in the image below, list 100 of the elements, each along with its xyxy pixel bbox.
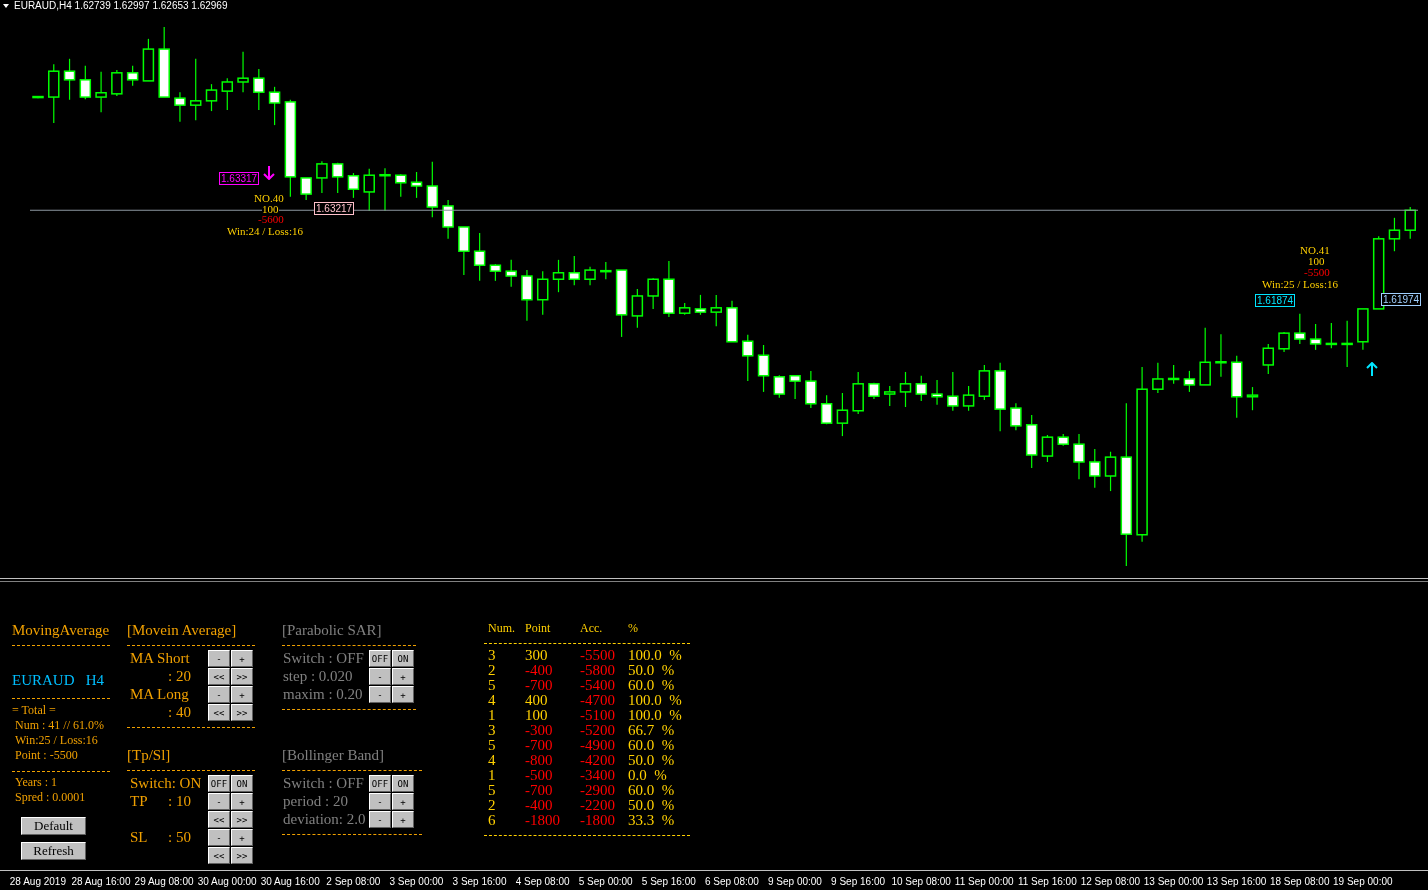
text: 0.0 % bbox=[628, 767, 667, 783]
text: 5 bbox=[488, 737, 496, 753]
text: + bbox=[231, 793, 253, 810]
annotation: -5600 bbox=[258, 213, 284, 225]
candlestick bbox=[789, 374, 801, 400]
text: -700 bbox=[525, 737, 553, 753]
candlestick bbox=[915, 375, 928, 402]
text: 100.0 % bbox=[628, 692, 682, 708]
text: Switch : OFF bbox=[283, 775, 364, 791]
text: [Parabolic SAR] bbox=[282, 622, 382, 638]
text: Switch: ON bbox=[130, 775, 202, 791]
candlestick bbox=[710, 294, 722, 327]
candlestick bbox=[237, 51, 249, 93]
text: -5800 bbox=[580, 662, 615, 678]
candlestick bbox=[899, 371, 912, 408]
text: 33.3 % bbox=[628, 812, 675, 828]
text: << bbox=[208, 704, 230, 721]
x-tick-label: 11 Sep 16:00 bbox=[1017, 876, 1078, 887]
text: - bbox=[369, 686, 391, 703]
text: 100.0 % bbox=[628, 707, 682, 723]
text: -5400 bbox=[580, 677, 615, 693]
candlestick bbox=[363, 168, 375, 212]
candlestick bbox=[820, 394, 833, 425]
text: 50.0 % bbox=[628, 752, 675, 768]
text: Spred : 0.0001 bbox=[15, 789, 86, 805]
text: -4200 bbox=[580, 752, 615, 768]
text: 1 bbox=[488, 767, 496, 783]
text: >> bbox=[231, 811, 253, 828]
text: 2 bbox=[488, 662, 496, 678]
text: + bbox=[392, 811, 414, 828]
candlestick bbox=[316, 160, 328, 194]
text: + bbox=[392, 686, 414, 703]
candlestick bbox=[694, 294, 707, 316]
text: ON bbox=[392, 775, 414, 792]
text: step : 0.020 bbox=[283, 668, 353, 684]
text: -400 bbox=[525, 797, 553, 813]
x-tick-label: 30 Aug 00:00 bbox=[197, 876, 258, 887]
text: ON bbox=[392, 650, 414, 667]
text: << bbox=[208, 847, 230, 864]
text: [Tp/Sl] bbox=[127, 747, 171, 763]
candlestick bbox=[331, 162, 344, 194]
text: 3 bbox=[488, 647, 496, 663]
annotation: Win:25 / Loss:16 bbox=[1262, 278, 1338, 290]
candlestick bbox=[1073, 433, 1085, 480]
candlestick bbox=[568, 255, 581, 286]
annotation: -5500 bbox=[1304, 266, 1330, 278]
candlestick bbox=[473, 232, 486, 282]
text: : 50 bbox=[168, 829, 191, 845]
text: 3 bbox=[488, 722, 496, 738]
candlestick bbox=[1262, 343, 1275, 375]
text: >> bbox=[231, 847, 253, 864]
text: -300 bbox=[525, 722, 553, 738]
text: Num. bbox=[488, 621, 515, 636]
text: -800 bbox=[525, 752, 553, 768]
candlestick bbox=[300, 177, 312, 201]
text: - bbox=[208, 829, 230, 846]
chart-title: EURAUD,H4 1.62739 1.62997 1.62653 1.62969 bbox=[14, 0, 228, 11]
text: ON bbox=[231, 775, 253, 792]
text: 300 bbox=[525, 647, 548, 663]
candlestick bbox=[126, 65, 139, 87]
text: 50.0 % bbox=[628, 662, 675, 678]
text: 5 bbox=[488, 782, 496, 798]
annotation: Win:24 / Loss:16 bbox=[227, 225, 303, 237]
candlestick bbox=[836, 392, 849, 437]
text: -4900 bbox=[580, 737, 615, 753]
text: TP bbox=[130, 793, 148, 809]
x-tick-label: 29 Aug 08:00 bbox=[134, 876, 194, 887]
annotation: 1.63217 bbox=[314, 202, 355, 215]
text: 4 bbox=[488, 752, 496, 768]
candlestick bbox=[1309, 323, 1322, 351]
text: -4700 bbox=[580, 692, 615, 708]
x-tick-label: 6 Sep 08:00 bbox=[704, 876, 760, 887]
text: MovingAverage bbox=[12, 622, 110, 639]
candlestick bbox=[253, 68, 265, 111]
candlestick bbox=[1152, 362, 1164, 394]
candlestick bbox=[410, 171, 423, 199]
candlestick bbox=[552, 259, 565, 293]
text: >> bbox=[231, 704, 253, 721]
text: deviation: 2.0 bbox=[283, 811, 366, 827]
text: Win:25 / Loss:16 bbox=[15, 732, 98, 748]
candlestick bbox=[205, 83, 218, 112]
x-tick-label: 13 Sep 16:00 bbox=[1206, 876, 1267, 887]
text: -400 bbox=[525, 662, 553, 678]
text: 60.0 % bbox=[628, 782, 675, 798]
candlestick bbox=[773, 374, 786, 399]
text: -500 bbox=[525, 767, 553, 783]
x-tick-label: 11 Sep 00:00 bbox=[954, 876, 1015, 887]
text: [Bollinger Band] bbox=[282, 747, 385, 763]
candlestick bbox=[79, 65, 92, 100]
text: = Total = bbox=[12, 702, 56, 718]
text: Acc. bbox=[580, 621, 603, 636]
candlestick bbox=[931, 379, 943, 406]
text: 60.0 % bbox=[628, 737, 675, 753]
candlestick bbox=[1089, 448, 1101, 489]
text: 100.0 % bbox=[628, 647, 682, 663]
candlestick bbox=[189, 58, 202, 121]
text: - bbox=[208, 793, 230, 810]
candlestick bbox=[1404, 206, 1416, 240]
candlestick bbox=[1199, 327, 1211, 386]
text: EURAUD H4 bbox=[12, 672, 105, 688]
